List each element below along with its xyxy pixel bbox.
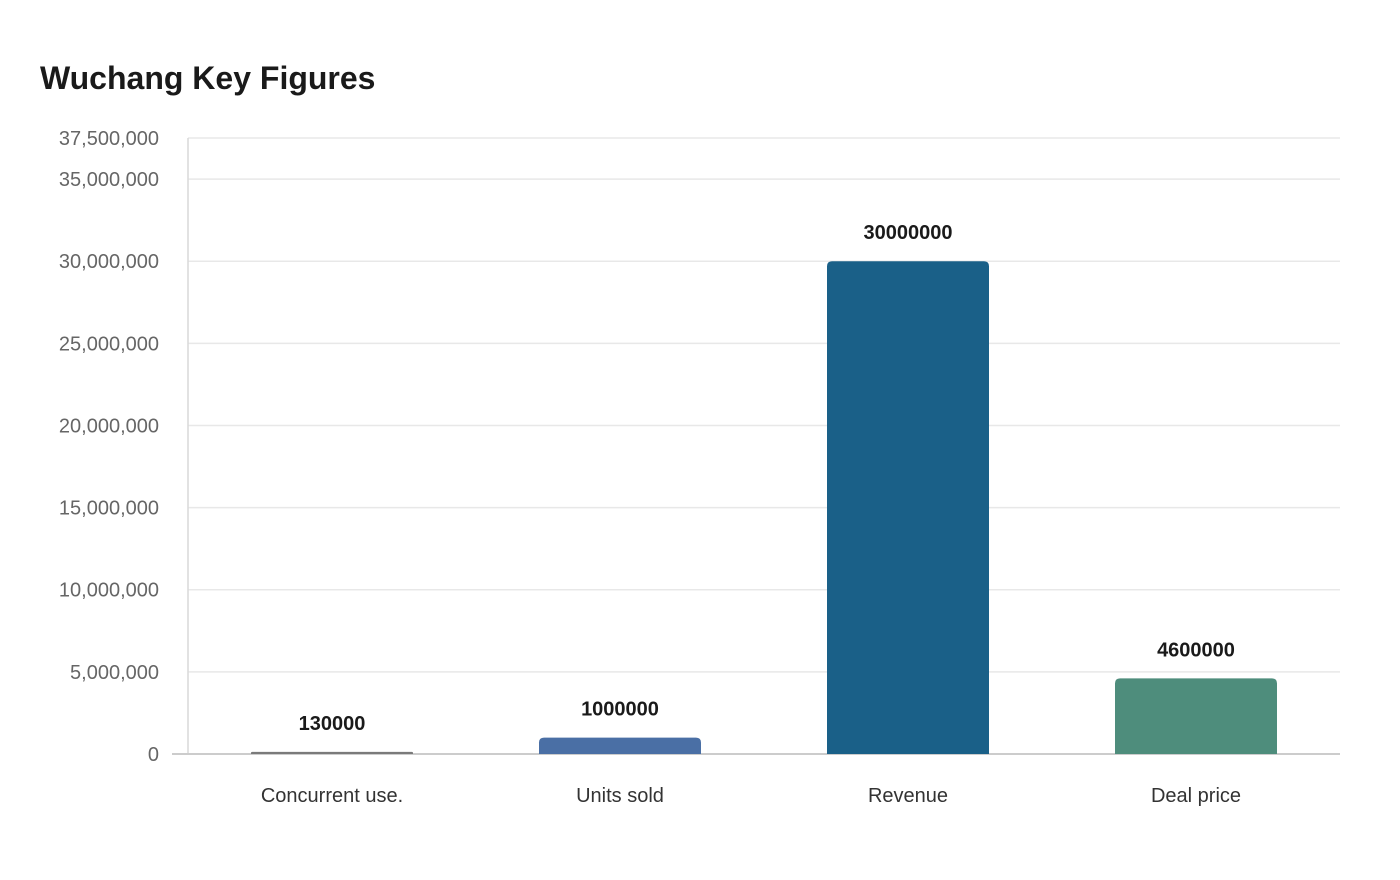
axes <box>172 138 1340 755</box>
y-tick-labels: 0 5,000,000 10,000,000 15,000,000 20,000,000… <box>59 128 159 766</box>
x-tick-label: Deal price <box>1151 785 1241 807</box>
y-tick-label: 35,000,000 <box>59 169 159 191</box>
bar-revenue <box>827 261 989 754</box>
x-tick-label: Revenue <box>868 785 948 807</box>
y-tick-label: 10,000,000 <box>59 580 159 602</box>
bar-units-sold <box>539 737 701 754</box>
x-tick-label: Units sold <box>576 785 664 807</box>
y-tick-label: 30,000,000 <box>59 251 159 273</box>
chart-title: Wuchang Key Figures <box>40 60 376 96</box>
bars <box>251 261 1277 754</box>
bar-concurrent-use <box>251 751 413 754</box>
data-label: 130000 <box>299 713 366 735</box>
x-tick-label: Concurrent use. <box>261 785 403 807</box>
data-labels: 130000 1000000 30000000 4600000 <box>299 222 1235 735</box>
y-tick-label: 37,500,000 <box>59 128 159 150</box>
y-tick-label: 5,000,000 <box>70 662 159 684</box>
data-label: 4600000 <box>1157 639 1235 661</box>
y-tick-label: 20,000,000 <box>59 415 159 437</box>
y-tick-label: 0 <box>148 744 159 766</box>
gridlines <box>188 137 1340 673</box>
y-tick-label: 15,000,000 <box>59 498 159 520</box>
y-tick-label: 25,000,000 <box>59 333 159 355</box>
bar-deal-price <box>1115 678 1277 754</box>
data-label: 30000000 <box>864 222 953 244</box>
data-label: 1000000 <box>581 699 659 721</box>
x-tick-labels: Concurrent use. Units sold Revenue Deal pri… <box>261 785 1241 807</box>
